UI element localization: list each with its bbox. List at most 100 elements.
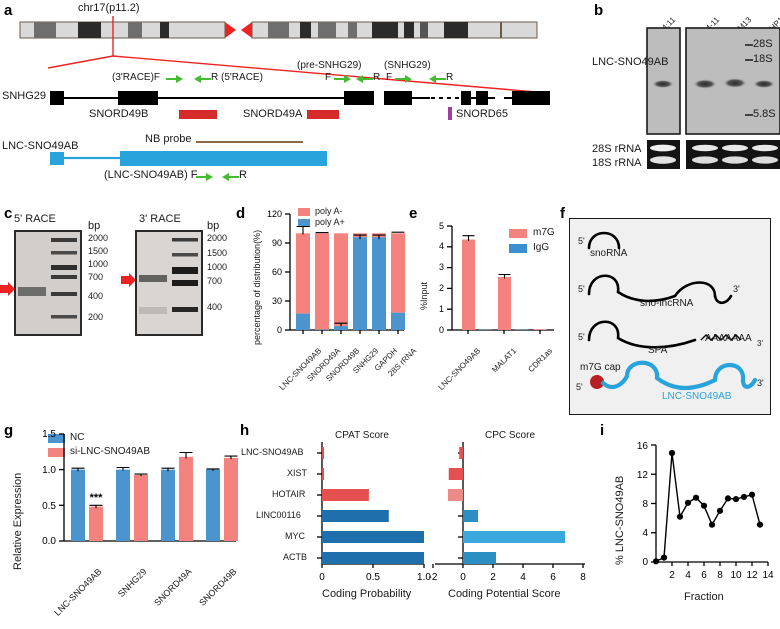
gel-bp-label-3race: bp [207, 220, 219, 232]
snord49a-label: SNORD49A [243, 108, 302, 120]
svg-text:1: 1 [439, 304, 444, 314]
label-f-5prime-lnc: 5' [576, 382, 583, 392]
svg-text:14: 14 [762, 570, 774, 581]
panel-label-i: i [600, 422, 604, 439]
svg-text:0: 0 [460, 572, 466, 583]
size-marker-28s: 28S [753, 38, 773, 50]
loading-label-18s: 18S rRNA [592, 157, 642, 169]
svg-text:8: 8 [642, 499, 648, 510]
ladder-label-5race-1: 1500 [88, 246, 108, 256]
gel-title-3race: 3' RACE [139, 213, 181, 225]
svg-text:0: 0 [319, 572, 325, 583]
ladder-label-3race-3: 700 [207, 276, 222, 286]
svg-text:60: 60 [272, 267, 282, 277]
svg-text:90: 90 [272, 238, 282, 248]
chart-h-cpat-bars [322, 447, 424, 564]
svg-text:4: 4 [520, 572, 526, 583]
loading-label-28s: 28S rRNA [592, 143, 642, 155]
snord49b-label: SNORD49B [89, 108, 148, 120]
label-f-m7g-cap: m7G cap [580, 362, 621, 373]
svg-text:-2: -2 [429, 572, 438, 583]
ladder-label-3race-4: 400 [207, 302, 222, 312]
chart-e-bars [462, 236, 547, 330]
svg-text:4: 4 [642, 528, 648, 539]
chart-i-markers [653, 450, 763, 565]
chart-g-bars: *** [71, 453, 238, 542]
chart-d-bars [296, 227, 405, 331]
svg-text:1.0: 1.0 [42, 465, 56, 476]
snord65-box [448, 107, 452, 120]
gel-image-3race [136, 231, 202, 335]
svg-text:0: 0 [439, 325, 444, 335]
svg-text:10: 10 [730, 570, 742, 581]
svg-text:12: 12 [637, 470, 649, 481]
snord49a-box [307, 110, 339, 119]
svg-text:0: 0 [277, 325, 282, 335]
arrow-right-icon-gel-3race [121, 272, 137, 288]
primer-label-pre-snhg29-r: R [373, 72, 380, 83]
ytick-h-0: LNC-SNO49AB [241, 447, 304, 457]
primer-label-5race-r: R (5'RACE) [211, 72, 263, 83]
chromosome-ideogram [20, 22, 537, 38]
svg-text:5: 5 [439, 221, 444, 231]
axis-label-h-cpc-x: Coding Potential Score [448, 588, 561, 600]
gene-track-label-snhg29: SNHG29 [2, 90, 46, 102]
svg-text:0.5: 0.5 [42, 501, 56, 512]
label-f-3prime-lnc: 3' [757, 378, 764, 388]
primer-label-3race-f: (3'RACE)F [112, 72, 160, 83]
svg-text:12: 12 [746, 570, 758, 581]
arrow-right-icon-lnc [196, 172, 214, 182]
label-f-polya-spa: AAAAAAA [705, 333, 752, 344]
gel-image-5race [15, 231, 81, 335]
svg-text:2: 2 [490, 572, 496, 583]
panel-label-d: d [236, 205, 245, 222]
chromosome-location-label: chr17(p11.2) [78, 2, 140, 14]
gel-title-5race: 5' RACE [14, 213, 56, 225]
chart-h-cpc-plot: -2 0 2 4 6 8 [435, 440, 590, 585]
chart-h-cpat-plot: 0 0.5 1.0 [320, 440, 430, 585]
arrow-left-icon-lnc [221, 172, 239, 182]
primer-group-label-snhg29: (SNHG29) [384, 60, 431, 71]
ytick-h-3: LINC00116 [256, 510, 301, 520]
ytick-h-4: MYC [285, 531, 305, 541]
ytick-h-1: XIST [287, 468, 307, 478]
ladder-label-5race-4: 400 [88, 291, 103, 301]
svg-text:2: 2 [669, 570, 675, 581]
size-marker-18s: 18S [753, 53, 773, 65]
svg-text:0: 0 [642, 557, 648, 568]
arrow-left-icon-snhg29 [428, 74, 446, 84]
primer-group-label-pre-snhg29: (pre-SNHG29) [297, 60, 361, 71]
axis-label-i-y: % LNC-SNO49AB [614, 476, 626, 565]
chart-i-plot: 0 4 8 12 16 2 4 6 8 10 12 14 [628, 440, 773, 585]
ladder-label-5race-2: 1000 [88, 259, 108, 269]
svg-text:0.0: 0.0 [42, 536, 56, 547]
label-f-5prime-spa: 5' [578, 332, 585, 342]
label-f-5prime-snolncrna: 5' [578, 284, 585, 294]
svg-text:0.5: 0.5 [366, 572, 380, 583]
svg-text:6: 6 [701, 570, 707, 581]
panel-label-e: e [409, 205, 417, 222]
panel-label-c: c [4, 205, 12, 222]
primer-label-snhg29-f: F [386, 72, 392, 83]
primer-label-pre-snhg29-f: F [325, 72, 331, 83]
svg-text:30: 30 [272, 296, 282, 306]
ladder-label-5race-0: 2000 [88, 233, 108, 243]
chart-d-plot: 0 30 60 90 120 [258, 210, 406, 335]
panel-label-h: h [240, 422, 249, 439]
label-f-spa: SPA [648, 345, 667, 356]
svg-text:120: 120 [267, 209, 282, 219]
axis-label-g-y: Relative Expression [12, 473, 24, 570]
panel-label-g: g [4, 422, 13, 439]
ladder-label-3race-1: 1500 [207, 248, 227, 258]
blot-row-label: LNC-SNO49AB [592, 56, 668, 68]
svg-text:***: *** [90, 492, 104, 504]
axis-label-h-cpat-x: Coding Probability [322, 588, 411, 600]
primer-label-snhg29-r: R [446, 72, 453, 83]
chart-e-plot: 0 1 2 3 4 5 [426, 222, 556, 335]
panel-label-f: f [560, 205, 565, 222]
arrow-right-icon-3race [166, 74, 184, 84]
snhg29-gene-model [50, 86, 550, 110]
nb-probe-line [196, 141, 303, 143]
svg-text:16: 16 [637, 441, 649, 452]
label-f-snorna: snoRNA [590, 248, 627, 259]
